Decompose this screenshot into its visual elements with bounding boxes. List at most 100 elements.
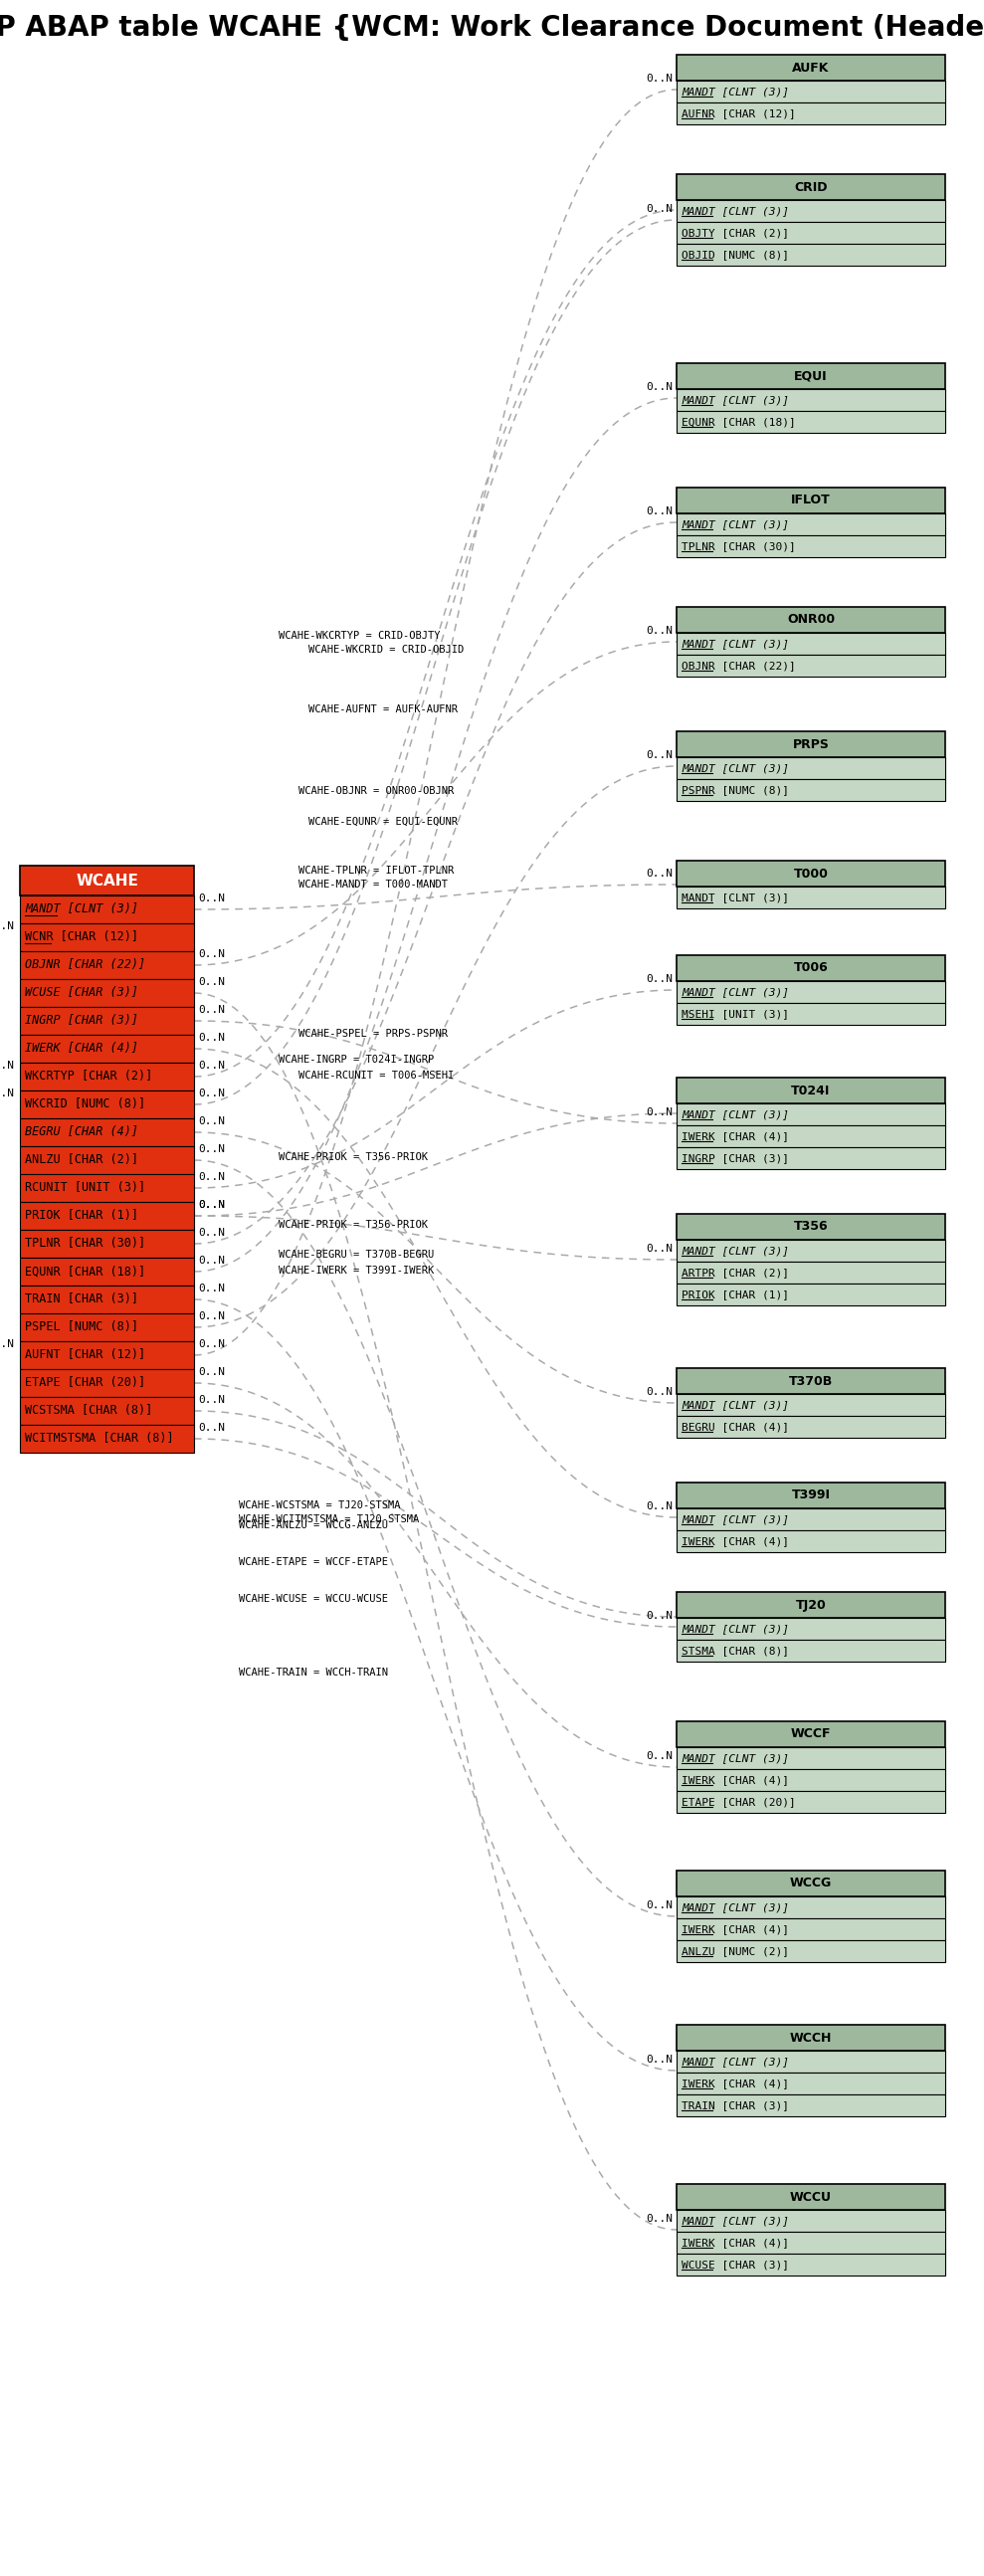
Text: WCAHE-AUFNT = AUFK-AUFNR: WCAHE-AUFNT = AUFK-AUFNR <box>308 703 458 714</box>
Text: EQUI: EQUI <box>794 368 828 384</box>
Bar <box>677 1239 946 1262</box>
Text: WCAHE-TRAIN = WCCH-TRAIN: WCAHE-TRAIN = WCCH-TRAIN <box>239 1667 388 1677</box>
Bar <box>20 951 194 979</box>
Bar <box>677 1592 946 1618</box>
Text: IWERK [CHAR (4)]: IWERK [CHAR (4)] <box>25 1043 139 1056</box>
Bar <box>20 1314 194 1342</box>
Text: PRPS: PRPS <box>792 737 830 750</box>
Text: 0..N: 0..N <box>198 1033 225 1043</box>
Text: ETAPE [CHAR (20)]: ETAPE [CHAR (20)] <box>25 1376 146 1388</box>
Text: ONR00: ONR00 <box>787 613 834 626</box>
Bar <box>20 1064 194 1090</box>
Text: AUFK: AUFK <box>792 62 830 75</box>
Bar <box>20 1203 194 1229</box>
Text: MANDT [CLNT (3)]: MANDT [CLNT (3)] <box>682 639 789 649</box>
Text: WCCG: WCCG <box>790 1878 831 1891</box>
Text: WCAHE-ETAPE = WCCF-ETAPE: WCAHE-ETAPE = WCCF-ETAPE <box>239 1556 388 1566</box>
Text: MANDT [CLNT (3)]: MANDT [CLNT (3)] <box>682 1110 789 1121</box>
Bar <box>677 1919 946 1940</box>
Text: WCAHE-WCUSE = WCCU-WCUSE: WCAHE-WCUSE = WCCU-WCUSE <box>239 1595 388 1602</box>
Text: 0..N: 0..N <box>198 1200 225 1211</box>
Text: IWERK [CHAR (4)]: IWERK [CHAR (4)] <box>682 2079 789 2089</box>
Bar <box>677 2074 946 2094</box>
Text: MANDT [CLNT (3)]: MANDT [CLNT (3)] <box>682 1754 789 1762</box>
Text: BEGRU [CHAR (4)]: BEGRU [CHAR (4)] <box>682 1422 789 1432</box>
Text: PSPEL [NUMC (8)]: PSPEL [NUMC (8)] <box>25 1321 139 1334</box>
Bar <box>677 1770 946 1790</box>
Text: WCNR [CHAR (12)]: WCNR [CHAR (12)] <box>25 930 139 943</box>
Text: 0..N: 0..N <box>198 1090 225 1097</box>
Text: WCUSE [CHAR (3)]: WCUSE [CHAR (3)] <box>25 987 139 999</box>
Text: TRAIN [CHAR (3)]: TRAIN [CHAR (3)] <box>682 2099 789 2110</box>
Text: T370B: T370B <box>789 1376 832 1388</box>
Text: MANDT [CLNT (3)]: MANDT [CLNT (3)] <box>682 206 789 216</box>
Text: AUFNT [CHAR (12)]: AUFNT [CHAR (12)] <box>25 1350 146 1363</box>
Bar <box>20 896 194 922</box>
Text: PRIOK [CHAR (1)]: PRIOK [CHAR (1)] <box>682 1291 789 1298</box>
Text: 0..N: 0..N <box>646 1901 673 1911</box>
Text: 0..N: 0..N <box>646 75 673 82</box>
Bar <box>677 2094 946 2117</box>
Text: WCAHE-WCSTSMA = TJ20-STSMA: WCAHE-WCSTSMA = TJ20-STSMA <box>239 1502 400 1512</box>
Text: 0..N: 0..N <box>646 2056 673 2063</box>
Text: MANDT [CLNT (3)]: MANDT [CLNT (3)] <box>682 394 789 404</box>
Text: MSEHI [UNIT (3)]: MSEHI [UNIT (3)] <box>682 1010 789 1020</box>
Text: T000: T000 <box>793 868 829 881</box>
Text: 0..N: 0..N <box>646 626 673 636</box>
Text: SAP ABAP table WCAHE {WCM: Work Clearance Document (Header)}: SAP ABAP table WCAHE {WCM: Work Clearanc… <box>0 13 984 41</box>
Bar <box>677 757 946 778</box>
Bar <box>20 1257 194 1285</box>
Text: T399I: T399I <box>791 1489 830 1502</box>
Text: INGRP [CHAR (3)]: INGRP [CHAR (3)] <box>682 1154 789 1164</box>
Text: WCCF: WCCF <box>791 1728 831 1741</box>
Text: ANLZU [NUMC (2)]: ANLZU [NUMC (2)] <box>682 1947 789 1955</box>
Bar <box>20 1036 194 1064</box>
Text: MANDT [CLNT (3)]: MANDT [CLNT (3)] <box>682 1399 789 1409</box>
Text: IWERK [CHAR (4)]: IWERK [CHAR (4)] <box>682 1131 789 1141</box>
Bar <box>677 2050 946 2074</box>
Text: WCUSE [CHAR (3)]: WCUSE [CHAR (3)] <box>682 2259 789 2269</box>
Text: 0..N: 0..N <box>198 948 225 958</box>
Bar <box>677 1618 946 1641</box>
Text: 0..N: 0..N <box>646 974 673 984</box>
Text: PRIOK [CHAR (1)]: PRIOK [CHAR (1)] <box>25 1208 139 1224</box>
Text: WCAHE-WKCRTYP = CRID-OBJTY: WCAHE-WKCRTYP = CRID-OBJTY <box>278 631 440 641</box>
Bar <box>677 487 946 513</box>
Bar <box>677 2025 946 2050</box>
Bar <box>677 1103 946 1126</box>
Bar <box>677 1530 946 1553</box>
Bar <box>677 1747 946 1770</box>
Bar <box>677 54 946 80</box>
Text: 0..N: 0..N <box>198 1368 225 1378</box>
Text: TRAIN [CHAR (3)]: TRAIN [CHAR (3)] <box>25 1293 139 1306</box>
Text: IFLOT: IFLOT <box>791 495 830 507</box>
Text: IWERK [CHAR (4)]: IWERK [CHAR (4)] <box>682 1535 789 1546</box>
Bar <box>677 1394 946 1417</box>
Text: 0..N: 0..N <box>0 1090 14 1097</box>
Text: WCAHE-INGRP = T024I-INGRP: WCAHE-INGRP = T024I-INGRP <box>278 1054 434 1064</box>
Bar <box>677 2254 946 2275</box>
Text: 0..N: 0..N <box>0 922 14 933</box>
Text: OBJTY [CHAR (2)]: OBJTY [CHAR (2)] <box>682 227 789 237</box>
Bar <box>677 732 946 757</box>
Text: WCAHE: WCAHE <box>76 873 138 889</box>
Text: T024I: T024I <box>791 1084 830 1097</box>
Text: WCAHE-RCUNIT = T006-MSEHI: WCAHE-RCUNIT = T006-MSEHI <box>298 1072 454 1082</box>
Bar <box>20 1285 194 1314</box>
Text: 0..N: 0..N <box>0 1340 14 1350</box>
Bar <box>677 2184 946 2210</box>
Text: WCAHE-PSPEL = PRPS-PSPNR: WCAHE-PSPEL = PRPS-PSPNR <box>298 1028 448 1038</box>
Bar <box>20 1425 194 1453</box>
Text: MANDT [CLNT (3)]: MANDT [CLNT (3)] <box>682 1247 789 1255</box>
Bar <box>677 1721 946 1747</box>
Text: T006: T006 <box>793 961 829 974</box>
Text: STSMA [CHAR (8)]: STSMA [CHAR (8)] <box>682 1646 789 1656</box>
Bar <box>677 389 946 412</box>
Bar <box>20 1342 194 1368</box>
Bar <box>677 1896 946 1919</box>
Text: WCAHE-ANLZU = WCCG-ANLZU: WCAHE-ANLZU = WCCG-ANLZU <box>239 1520 388 1530</box>
Text: BEGRU [CHAR (4)]: BEGRU [CHAR (4)] <box>25 1126 139 1139</box>
Text: 0..N: 0..N <box>198 1255 225 1265</box>
Text: 0..N: 0..N <box>646 1108 673 1118</box>
Text: WCAHE-PRIOK = T356-PRIOK: WCAHE-PRIOK = T356-PRIOK <box>278 1151 428 1162</box>
